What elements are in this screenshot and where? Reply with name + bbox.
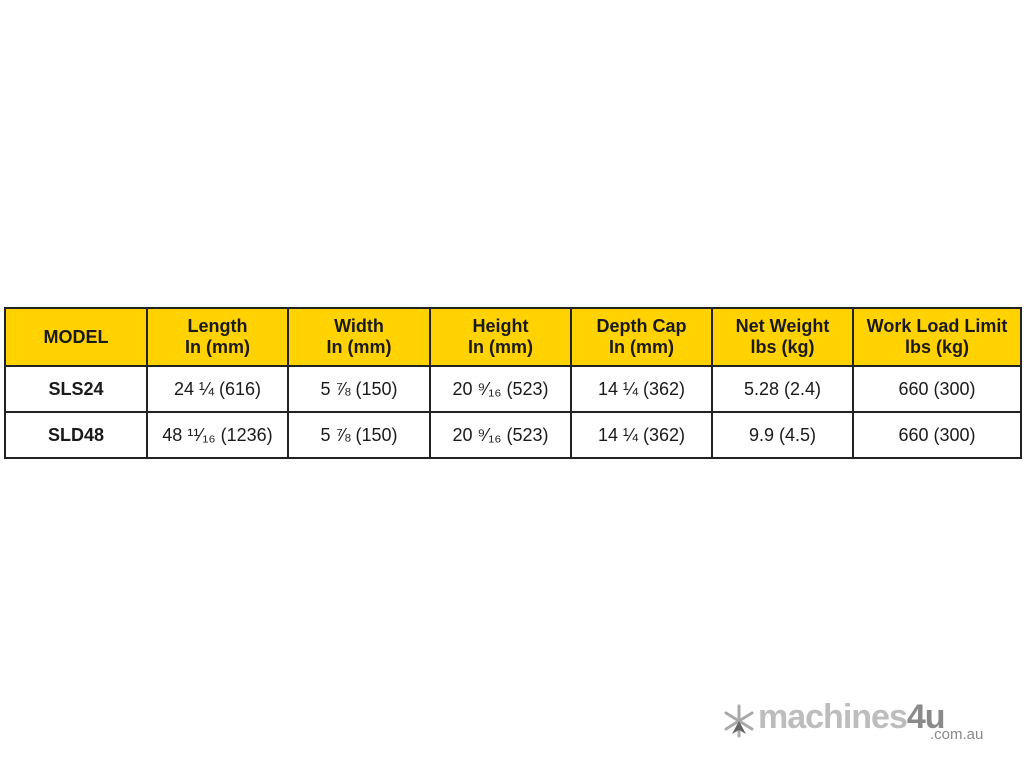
- table-row: SLD48 48 ¹¹⁄₁₆ (1236) 5 ⅞ (150) 20 ⁹⁄₁₆ …: [4, 411, 1022, 459]
- header-model: MODEL: [4, 307, 148, 367]
- cell-length: 48 ¹¹⁄₁₆ (1236): [146, 411, 289, 459]
- header-row: MODEL Length In (mm) Width In (mm) Height I…: [4, 307, 1022, 367]
- cell-depth-cap: 14 ¼ (362): [570, 411, 713, 459]
- cell-model: SLS24: [4, 365, 148, 413]
- logo-wordmark: machines4u: [758, 698, 946, 736]
- table-row: SLS24 24 ¼ (616) 5 ⅞ (150) 20 ⁹⁄₁₆ (523)…: [4, 365, 1022, 413]
- cell-work-load-limit: 660 (300): [852, 411, 1022, 459]
- header-length: Length In (mm): [146, 307, 289, 367]
- header-depth-cap: Depth Cap In (mm): [570, 307, 713, 367]
- cell-model: SLD48: [4, 411, 148, 459]
- cell-net-weight: 9.9 (4.5): [711, 411, 854, 459]
- cell-length: 24 ¼ (616): [146, 365, 289, 413]
- cell-height: 20 ⁹⁄₁₆ (523): [429, 365, 572, 413]
- cell-net-weight: 5.28 (2.4): [711, 365, 854, 413]
- header-work-load-limit: Work Load Limit lbs (kg): [852, 307, 1022, 367]
- spec-table: MODEL Length In (mm) Width In (mm) Height I…: [4, 307, 1022, 459]
- cell-height: 20 ⁹⁄₁₆ (523): [429, 411, 572, 459]
- logo-domain: .com.au: [930, 726, 984, 743]
- header-width: Width In (mm): [287, 307, 431, 367]
- cell-width: 5 ⅞ (150): [287, 411, 431, 459]
- header-net-weight: Net Weight lbs (kg): [711, 307, 854, 367]
- watermark-logo: machines4u .com.au: [722, 698, 992, 745]
- cell-depth-cap: 14 ¼ (362): [570, 365, 713, 413]
- snowflake-icon: [724, 704, 754, 738]
- cell-width: 5 ⅞ (150): [287, 365, 431, 413]
- cell-work-load-limit: 660 (300): [852, 365, 1022, 413]
- header-height: Height In (mm): [429, 307, 572, 367]
